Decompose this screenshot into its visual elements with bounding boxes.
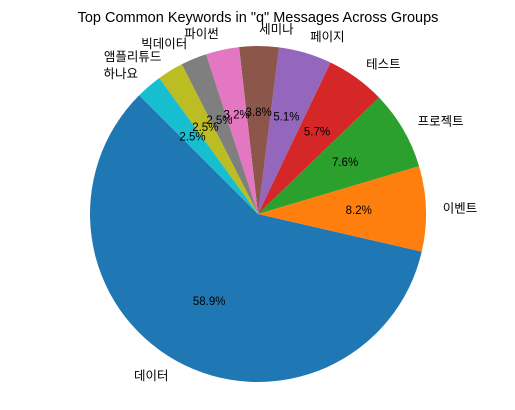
pie-slice-3 xyxy=(258,62,380,214)
pie-slice-0 xyxy=(90,95,422,382)
pie-slice-1 xyxy=(258,166,427,252)
slice-percent-label-2: 7.6% xyxy=(332,157,358,169)
slice-percent-label-3: 5.7% xyxy=(304,126,330,138)
slice-percent-label-8: 2.5% xyxy=(192,122,218,134)
slice-percent-label-0: 58.9% xyxy=(193,296,226,308)
slice-percent-label-4: 5.1% xyxy=(273,111,299,123)
slice-category-label-4: 페이지 xyxy=(310,29,345,44)
slice-category-label-0: 데이터 xyxy=(134,368,169,383)
percent-labels: 58.9%8.2%7.6%5.7%5.1%3.8%3.2%2.5%2.5%2.5… xyxy=(179,107,371,308)
slice-percent-label-1: 8.2% xyxy=(346,205,372,217)
pie-slice-4 xyxy=(258,47,331,214)
slice-category-label-1: 이벤트 xyxy=(443,201,478,216)
pie-slice-8 xyxy=(159,64,258,214)
slice-percent-label-5: 3.8% xyxy=(246,107,272,119)
pie-slice-6 xyxy=(206,47,258,214)
pie-slice-5 xyxy=(239,46,280,214)
slice-percent-label-7: 2.5% xyxy=(206,115,232,127)
slice-percent-label-9: 2.5% xyxy=(179,131,205,143)
slice-category-label-7: 빅데이터 xyxy=(141,36,187,51)
slice-percent-label-6: 3.2% xyxy=(224,109,250,121)
pie-slices xyxy=(90,46,427,382)
slice-category-label-5: 세미나 xyxy=(259,22,294,37)
pie-slice-2 xyxy=(258,97,420,214)
chart-title: Top Common Keywords in "q" Messages Acro… xyxy=(78,10,439,26)
slice-category-label-6: 파이썬 xyxy=(184,26,219,41)
slice-category-label-9: 하나요 xyxy=(103,66,138,81)
slice-category-label-2: 프로젝트 xyxy=(418,113,464,128)
slice-category-label-8: 앰플리튜드 xyxy=(104,49,162,64)
slice-category-label-3: 테스트 xyxy=(366,57,401,72)
pie-slice-7 xyxy=(181,54,258,214)
pie-slice-9 xyxy=(139,78,258,214)
